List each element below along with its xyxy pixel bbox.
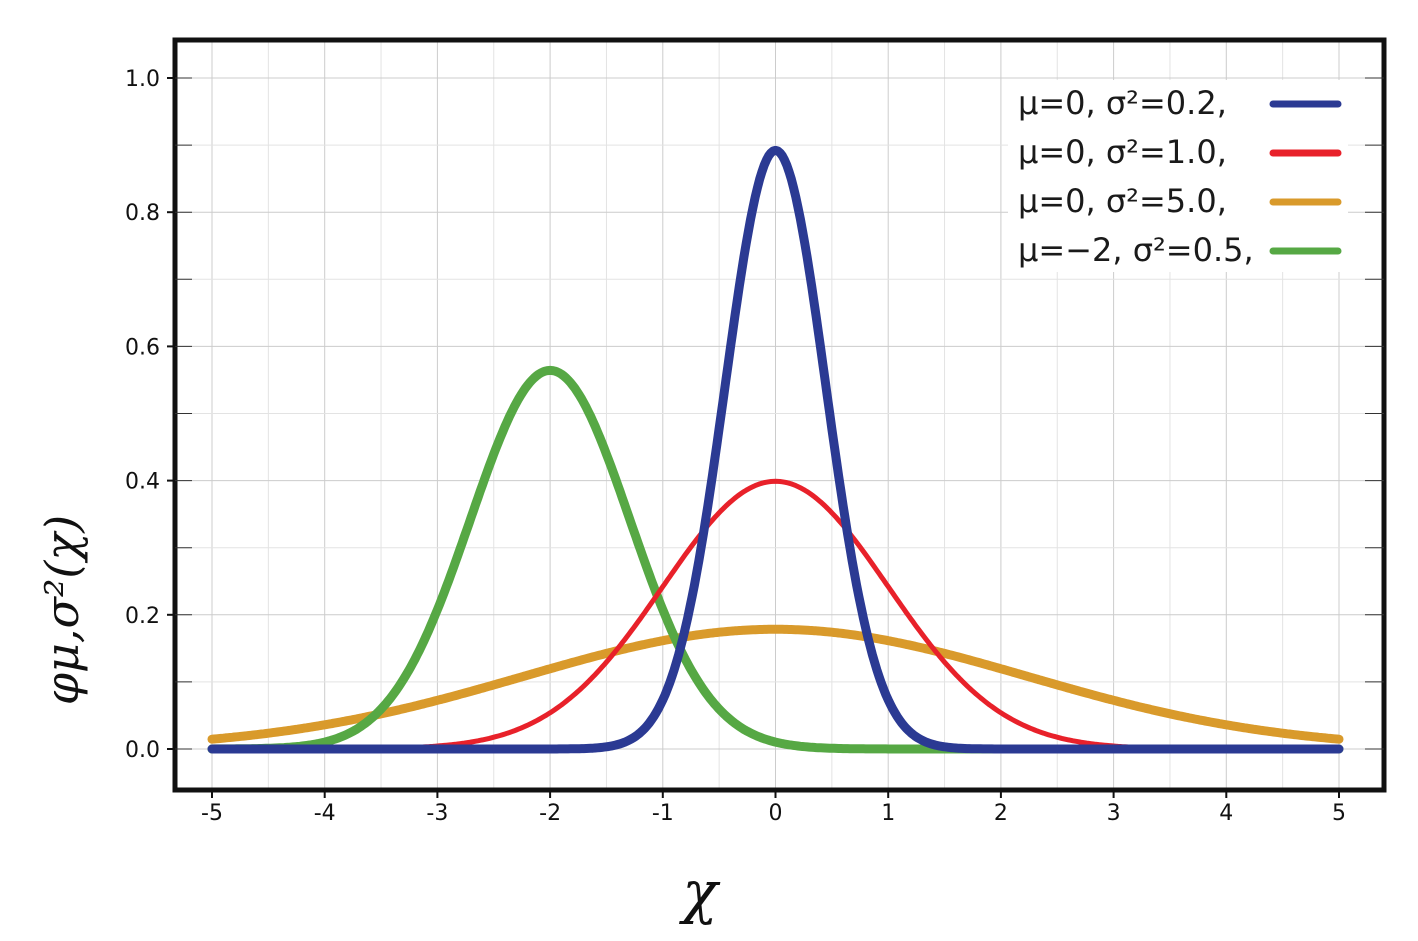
- y-tick-label: 1.0: [125, 67, 160, 92]
- series-line: [207, 145, 1344, 754]
- y-tick-label: 0.2: [125, 604, 160, 629]
- y-tick-label: 0.8: [125, 201, 160, 226]
- x-tick-label: -4: [314, 801, 336, 826]
- series-line: [207, 624, 1344, 744]
- y-tick-label: 0.0: [125, 738, 160, 763]
- legend-label: μ=0, σ²=1.0,: [1018, 133, 1227, 171]
- x-tick-labels: -5 -4 -3 -2 -1 0 1 2 3 4 5: [201, 801, 1346, 826]
- ticks: [167, 77, 1384, 798]
- x-tick-label: -3: [426, 801, 448, 826]
- x-axis-label: χ: [678, 858, 720, 926]
- legend: μ=0, σ²=0.2, μ=0, σ²=1.0, μ=0, σ²=5.0, μ=−2…: [1008, 80, 1348, 272]
- legend-label: μ=0, σ²=0.2,: [1018, 84, 1227, 122]
- x-tick-label: 1: [881, 801, 895, 826]
- x-tick-label: -2: [539, 801, 561, 826]
- x-tick-label: -5: [201, 801, 223, 826]
- legend-label: μ=0, σ²=5.0,: [1018, 182, 1227, 220]
- x-tick-label: -1: [652, 801, 674, 826]
- y-axis-label: φμ,σ²(χ): [35, 515, 89, 705]
- y-tick-labels: 0.0 0.2 0.4 0.6 0.8 1.0: [125, 67, 160, 763]
- x-tick-label: 4: [1219, 801, 1233, 826]
- legend-label: μ=−2, σ²=0.5,: [1018, 231, 1254, 269]
- x-tick-label: 0: [769, 801, 783, 826]
- x-tick-label: 2: [994, 801, 1008, 826]
- curves: [207, 145, 1344, 754]
- x-tick-label: 3: [1107, 801, 1121, 826]
- x-tick-label: 5: [1332, 801, 1346, 826]
- plot-frame: [172, 37, 1387, 793]
- legend-box: [1008, 80, 1348, 272]
- y-tick-label: 0.4: [125, 470, 160, 495]
- y-tick-label: 0.6: [125, 335, 160, 360]
